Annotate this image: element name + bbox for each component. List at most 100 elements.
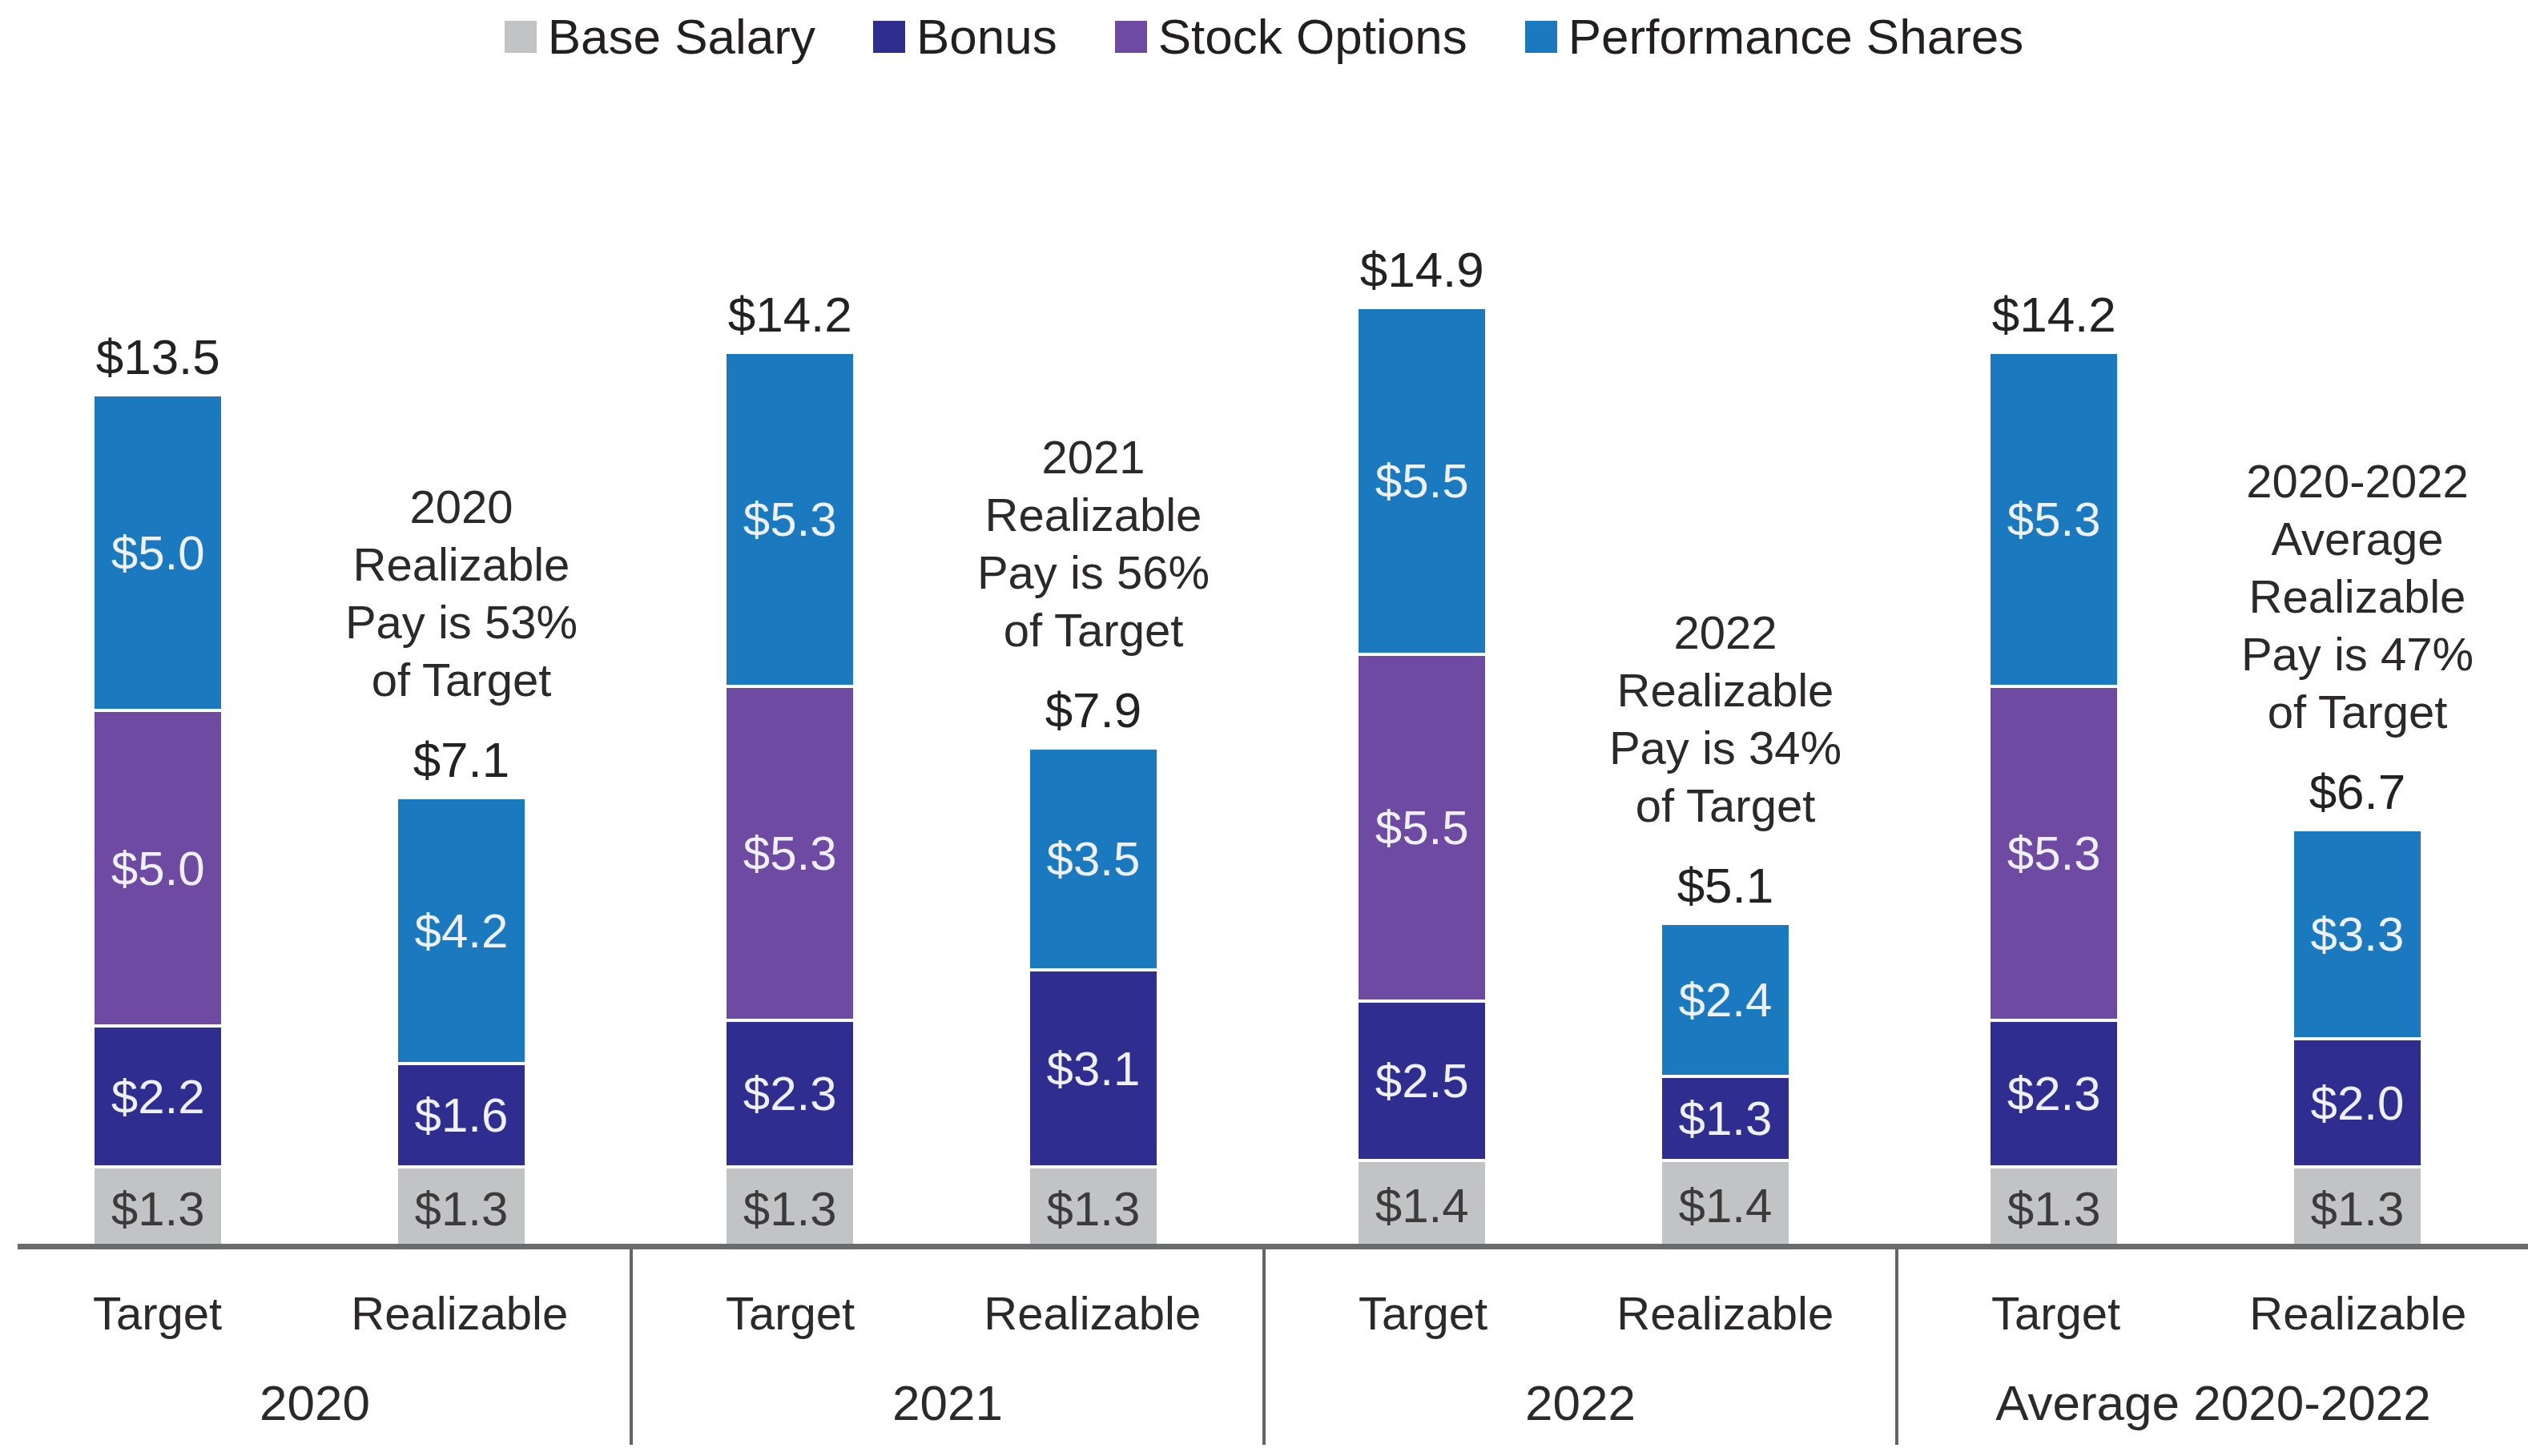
segment-base_salary: $1.4 <box>1662 1162 1789 1249</box>
bar-column-realizable: 2022RealizablePay is 34%of Target$5.1$2.… <box>1662 604 1789 1249</box>
segment-value-label: $5.0 <box>111 841 205 896</box>
segment-bonus: $1.3 <box>1662 1078 1789 1159</box>
realizable-pay-annotation: 2021RealizablePay is 56%of Target <box>893 428 1294 659</box>
x-axis-label-target: Target <box>726 1286 855 1340</box>
segment-value-label: $2.4 <box>1679 972 1773 1028</box>
bar-column-target: $14.9$5.5$5.5$2.5$1.4 <box>1359 241 1485 1249</box>
group-year-label: 2022 <box>1525 1374 1636 1431</box>
segment-value-label: $1.3 <box>415 1181 509 1237</box>
bar-column-target: $14.2$5.3$5.3$2.3$1.3 <box>727 286 853 1249</box>
segment-value-label: $2.3 <box>2007 1066 2101 1121</box>
segment-value-label: $2.3 <box>743 1066 837 1121</box>
segment-value-label: $3.5 <box>1047 831 1141 887</box>
segment-base_salary: $1.3 <box>1030 1168 1157 1249</box>
annotation-line: Realizable <box>261 536 662 593</box>
bar-total-label: $14.2 <box>728 286 852 343</box>
annotation-line: 2022 <box>1525 604 1926 662</box>
segment-value-label: $1.4 <box>1375 1178 1469 1233</box>
x-axis-label-realizable: Realizable <box>2249 1286 2466 1340</box>
bar-stack: $2.4 $1.3 $1.4 <box>1662 925 1789 1249</box>
axis-labels-area: Target Realizable 2020 Target Realizable 2021… <box>0 1249 2528 1445</box>
realizable-pay-annotation: 2022RealizablePay is 34%of Target <box>1525 604 1926 835</box>
segment-base_salary: $1.3 <box>95 1168 221 1249</box>
segment-bonus: $2.2 <box>95 1028 221 1165</box>
segment-value-label: $1.6 <box>415 1088 509 1143</box>
segment-value-label: $5.3 <box>2007 826 2101 881</box>
segment-performance_shares: $3.3 <box>2294 831 2421 1037</box>
annotation-line: Realizable <box>1525 662 1926 719</box>
segment-value-label: $5.5 <box>1375 453 1469 509</box>
group-year-label: 2021 <box>892 1374 1003 1431</box>
annotation-line: of Target <box>1525 777 1926 835</box>
bar-group-1: $14.2$5.3$5.3$2.3$1.32021RealizablePay i… <box>632 0 1264 1249</box>
bar-column-target: $13.5$5.0$5.0$2.2$1.3 <box>95 328 221 1249</box>
annotation-line: Pay is 56% <box>893 544 1294 601</box>
segment-value-label: $2.5 <box>1375 1053 1469 1108</box>
realizable-pay-annotation: 2020-2022AverageRealizablePay is 47%of T… <box>2157 452 2528 741</box>
segment-stock_options: $5.0 <box>95 712 221 1024</box>
group-year-label: Average 2020-2022 <box>1995 1374 2431 1431</box>
x-axis-label-target: Target <box>1991 1286 2120 1340</box>
bar-total-label: $5.1 <box>1677 857 1774 914</box>
segment-bonus: $1.6 <box>398 1065 525 1165</box>
axis-group-2: TargetRealizable2022 <box>1262 1249 1895 1445</box>
axis-group-1: Target Realizable 2021 <box>630 1249 1262 1445</box>
segment-value-label: $1.4 <box>1679 1178 1773 1233</box>
segment-base_salary: $1.3 <box>398 1168 525 1249</box>
segment-value-label: $2.0 <box>2311 1076 2405 1131</box>
bar-stack: $5.3 $5.3 $2.3 $1.3 <box>1991 354 2117 1249</box>
segment-performance_shares: $5.5 <box>1359 309 1485 653</box>
segment-value-label: $1.3 <box>2311 1181 2405 1237</box>
bar-group-3: $14.2$5.3$5.3$2.3$1.32020-2022AverageRea… <box>1896 0 2528 1249</box>
segment-value-label: $2.2 <box>111 1069 205 1124</box>
annotation-line: Average <box>2157 510 2528 568</box>
segment-stock_options: $5.5 <box>1359 656 1485 999</box>
bar-total-label: $7.1 <box>413 731 510 788</box>
segment-bonus: $2.3 <box>727 1022 853 1165</box>
bar-total-label: $6.7 <box>2309 763 2406 820</box>
bar-stack: $5.3$5.3$2.3$1.3 <box>727 354 853 1249</box>
segment-value-label: $4.2 <box>415 903 509 959</box>
bar-group-2: $14.9$5.5$5.5$2.5$1.42022RealizablePay i… <box>1264 0 1896 1249</box>
x-axis-label-realizable: Realizable <box>984 1286 1201 1340</box>
bar-stack: $3.5 $3.1 $1.3 <box>1030 750 1157 1249</box>
annotation-line: Realizable <box>2157 568 2528 625</box>
segment-performance_shares: $5.3 <box>727 354 853 685</box>
segment-base_salary: $1.3 <box>1991 1168 2117 1249</box>
segment-performance_shares: $4.2 <box>398 799 525 1062</box>
segment-base_salary: $1.4 <box>1359 1162 1485 1249</box>
bar-group-0: $13.5$5.0$5.0$2.2$1.32020RealizablePay i… <box>0 0 632 1249</box>
annotation-line: 2021 <box>893 428 1294 486</box>
segment-value-label: $1.3 <box>111 1181 205 1237</box>
x-axis-line <box>18 1244 2528 1249</box>
segment-performance_shares: $2.4 <box>1662 925 1789 1075</box>
bar-stack: $4.2 $1.6 $1.3 <box>398 799 525 1249</box>
group-year-label: 2020 <box>260 1374 370 1431</box>
segment-value-label: $5.5 <box>1375 800 1469 855</box>
bar-stack: $3.3 $2.0 $1.3 <box>2294 831 2421 1249</box>
segment-value-label: $1.3 <box>2007 1181 2101 1237</box>
segment-value-label: $5.3 <box>743 492 837 547</box>
axis-group-3: Target Realizable Average 2020-2022 <box>1895 1249 2528 1445</box>
bar-stack: $5.0$5.0$2.2$1.3 <box>95 396 221 1249</box>
annotation-line: Pay is 53% <box>261 593 662 651</box>
segment-value-label: $5.3 <box>2007 492 2101 547</box>
annotation-line: Realizable <box>893 486 1294 544</box>
x-axis-label-realizable: Realizable <box>351 1286 568 1340</box>
bar-column-realizable: 2021RealizablePay is 56%of Target$7.9$3.… <box>1030 428 1157 1249</box>
segment-value-label: $1.3 <box>1047 1181 1141 1237</box>
segment-value-label: $3.3 <box>2311 907 2405 962</box>
segment-value-label: $1.3 <box>1679 1091 1773 1146</box>
segment-performance_shares: $5.3 <box>1991 354 2117 685</box>
segment-bonus: $2.3 <box>1991 1022 2117 1165</box>
annotation-line: 2020-2022 <box>2157 452 2528 510</box>
axis-group-0: TargetRealizable2020 <box>0 1249 630 1445</box>
bar-total-label: $13.5 <box>96 328 220 385</box>
segment-bonus: $2.0 <box>2294 1040 2421 1165</box>
segment-value-label: $1.3 <box>743 1181 837 1237</box>
segment-base_salary: $1.3 <box>727 1168 853 1249</box>
annotation-line: 2020 <box>261 478 662 536</box>
segment-bonus: $3.1 <box>1030 971 1157 1165</box>
segment-stock_options: $5.3 <box>1991 688 2117 1019</box>
bar-stack: $5.5 $5.5 $2.5 $1.4 <box>1359 309 1485 1249</box>
